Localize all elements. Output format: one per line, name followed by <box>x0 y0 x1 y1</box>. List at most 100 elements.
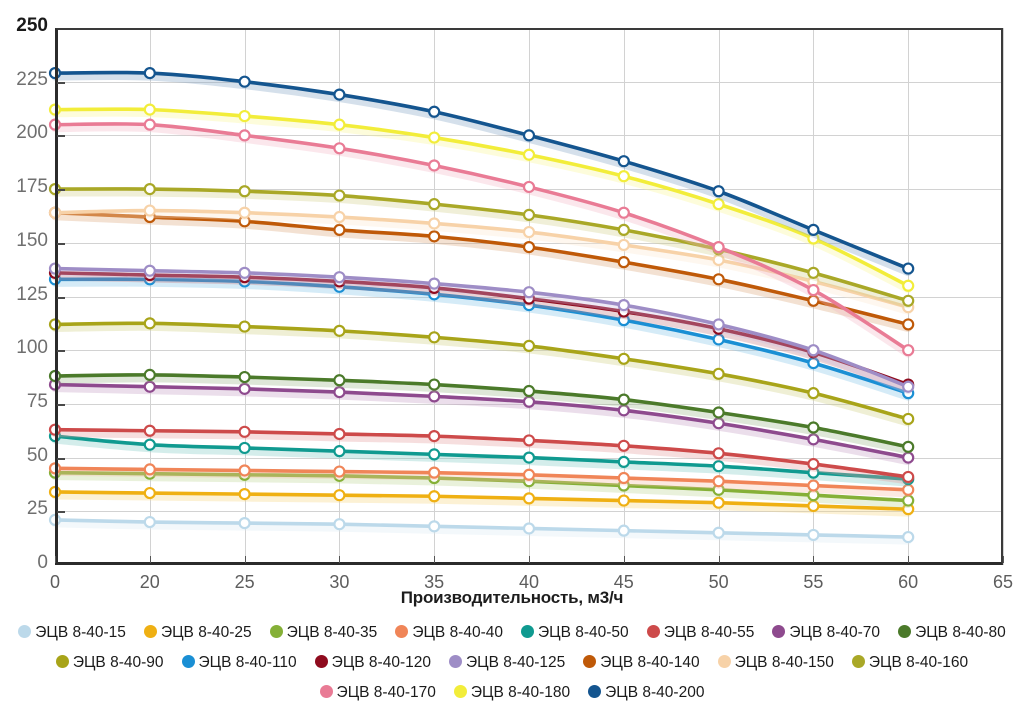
legend-item[interactable]: ЭЦВ 8-40-140 <box>583 648 700 678</box>
x-tick-mark <box>529 556 530 563</box>
x-tick-label: 55 <box>803 572 824 592</box>
legend-item[interactable]: ЭЦВ 8-40-25 <box>143 618 252 648</box>
series-marker <box>333 142 346 155</box>
legend-item[interactable]: ЭЦВ 8-40-15 <box>18 618 126 648</box>
series-marker <box>902 318 915 331</box>
series-marker <box>238 266 251 279</box>
series-glow <box>51 385 912 466</box>
series-marker <box>712 241 725 254</box>
y-tick-label: 200 <box>16 122 48 144</box>
gridline-horizontal <box>55 81 1003 83</box>
series-marker <box>238 517 251 530</box>
series-glow <box>51 72 912 277</box>
series-marker <box>238 382 251 395</box>
legend-swatch-icon <box>583 655 597 669</box>
series-glow <box>51 279 912 401</box>
legend-item[interactable]: ЭЦВ 8-40-80 <box>898 618 1006 648</box>
legend-swatch-icon <box>646 625 660 638</box>
x-tick-mark <box>623 556 625 563</box>
legend-item[interactable]: ЭЦВ 8-40-150 <box>717 648 834 678</box>
series-marker <box>617 393 630 406</box>
legend-item[interactable]: ЭЦВ 8-40-55 <box>646 618 754 648</box>
series-marker <box>902 380 915 393</box>
series-marker <box>522 148 536 161</box>
y-tick-label: 50 <box>26 444 48 466</box>
legend-item[interactable]: ЭЦВ 8-40-35 <box>269 618 377 648</box>
series-marker <box>143 463 156 476</box>
legend-item-label: ЭЦВ 8-40-120 <box>331 654 431 672</box>
y-tick-mark <box>57 511 65 514</box>
series-marker <box>522 241 536 254</box>
x-tick-mark <box>339 556 341 563</box>
series-marker <box>522 339 536 352</box>
y-tick-mark <box>57 403 65 406</box>
series-marker <box>807 479 820 492</box>
series-marker <box>238 75 251 88</box>
y-tick-mark <box>57 457 65 460</box>
legend-item[interactable]: ЭЦВ 8-40-180 <box>453 678 570 708</box>
legend-item-label: ЭЦВ 8-40-150 <box>734 654 834 672</box>
x-tick-mark <box>434 556 436 563</box>
legend-item[interactable]: ЭЦВ 8-40-160 <box>851 648 968 678</box>
series-line <box>53 187 910 303</box>
series-glow <box>51 430 912 485</box>
series-marker <box>807 421 820 434</box>
legend-item[interactable]: ЭЦВ 8-40-90 <box>55 648 164 678</box>
series-marker <box>617 206 630 219</box>
series-marker <box>143 183 156 196</box>
plot-border <box>55 28 1003 565</box>
series-marker <box>807 457 820 471</box>
legend-swatch-icon <box>55 655 69 669</box>
series-ЭЦВ-8-40-125 <box>48 262 915 395</box>
y-tick-label: 175 <box>16 176 48 198</box>
series-glow <box>51 436 912 487</box>
legend-item[interactable]: ЭЦВ 8-40-110 <box>181 648 297 678</box>
legend-item[interactable]: ЭЦВ 8-40-200 <box>588 678 704 708</box>
series-marker <box>143 486 156 500</box>
series-marker <box>143 368 156 381</box>
series-marker <box>238 441 251 455</box>
series-marker <box>902 262 915 275</box>
series-glow <box>51 273 912 393</box>
series-marker <box>902 294 915 307</box>
series-marker <box>333 427 346 441</box>
legend-item[interactable]: ЭЦВ 8-40-70 <box>772 618 880 648</box>
y-tick-mark <box>57 135 65 138</box>
legend-swatch-icon <box>181 655 195 669</box>
legend-item-label: ЭЦВ 8-40-50 <box>538 624 629 641</box>
legend-item-label: ЭЦВ 8-40-170 <box>336 684 436 702</box>
series-marker <box>522 384 536 398</box>
legend-item-label: ЭЦВ 8-40-15 <box>35 624 126 641</box>
series-marker <box>428 277 441 290</box>
y-tick-label: 0 <box>37 552 48 573</box>
legend-item[interactable]: ЭЦВ 8-40-120 <box>314 648 431 678</box>
series-marker <box>143 317 156 330</box>
series-marker <box>333 189 346 202</box>
x-tick-mark <box>813 556 815 563</box>
x-tick-mark <box>55 556 56 563</box>
series-glow <box>51 520 912 545</box>
legend-item[interactable]: ЭЦВ 8-40-50 <box>521 618 629 648</box>
legend-item[interactable]: ЭЦВ 8-40-40 <box>395 618 503 648</box>
series-line <box>53 466 910 492</box>
legend-item[interactable]: ЭЦВ 8-40-170 <box>319 678 436 708</box>
series-marker <box>143 380 156 393</box>
y-tick-mark <box>57 296 65 299</box>
series-marker <box>333 385 346 399</box>
series-marker <box>143 103 156 116</box>
x-tick-label: 25 <box>234 572 255 592</box>
x-tick-mark <box>1003 556 1004 563</box>
series-marker <box>143 515 156 529</box>
series-marker <box>617 238 630 252</box>
series-marker <box>333 223 346 237</box>
series-marker <box>333 518 346 531</box>
series-line <box>53 122 910 352</box>
legend-item[interactable]: ЭЦВ 8-40-125 <box>448 648 565 678</box>
x-tick-label: 35 <box>424 572 445 592</box>
legend-swatch-icon <box>314 655 328 669</box>
series-line <box>53 434 910 481</box>
series-glow <box>51 269 912 395</box>
x-tick-label: 0 <box>49 572 61 592</box>
legend-item-label: ЭЦВ 8-40-70 <box>789 624 881 641</box>
series-marker <box>712 406 725 419</box>
